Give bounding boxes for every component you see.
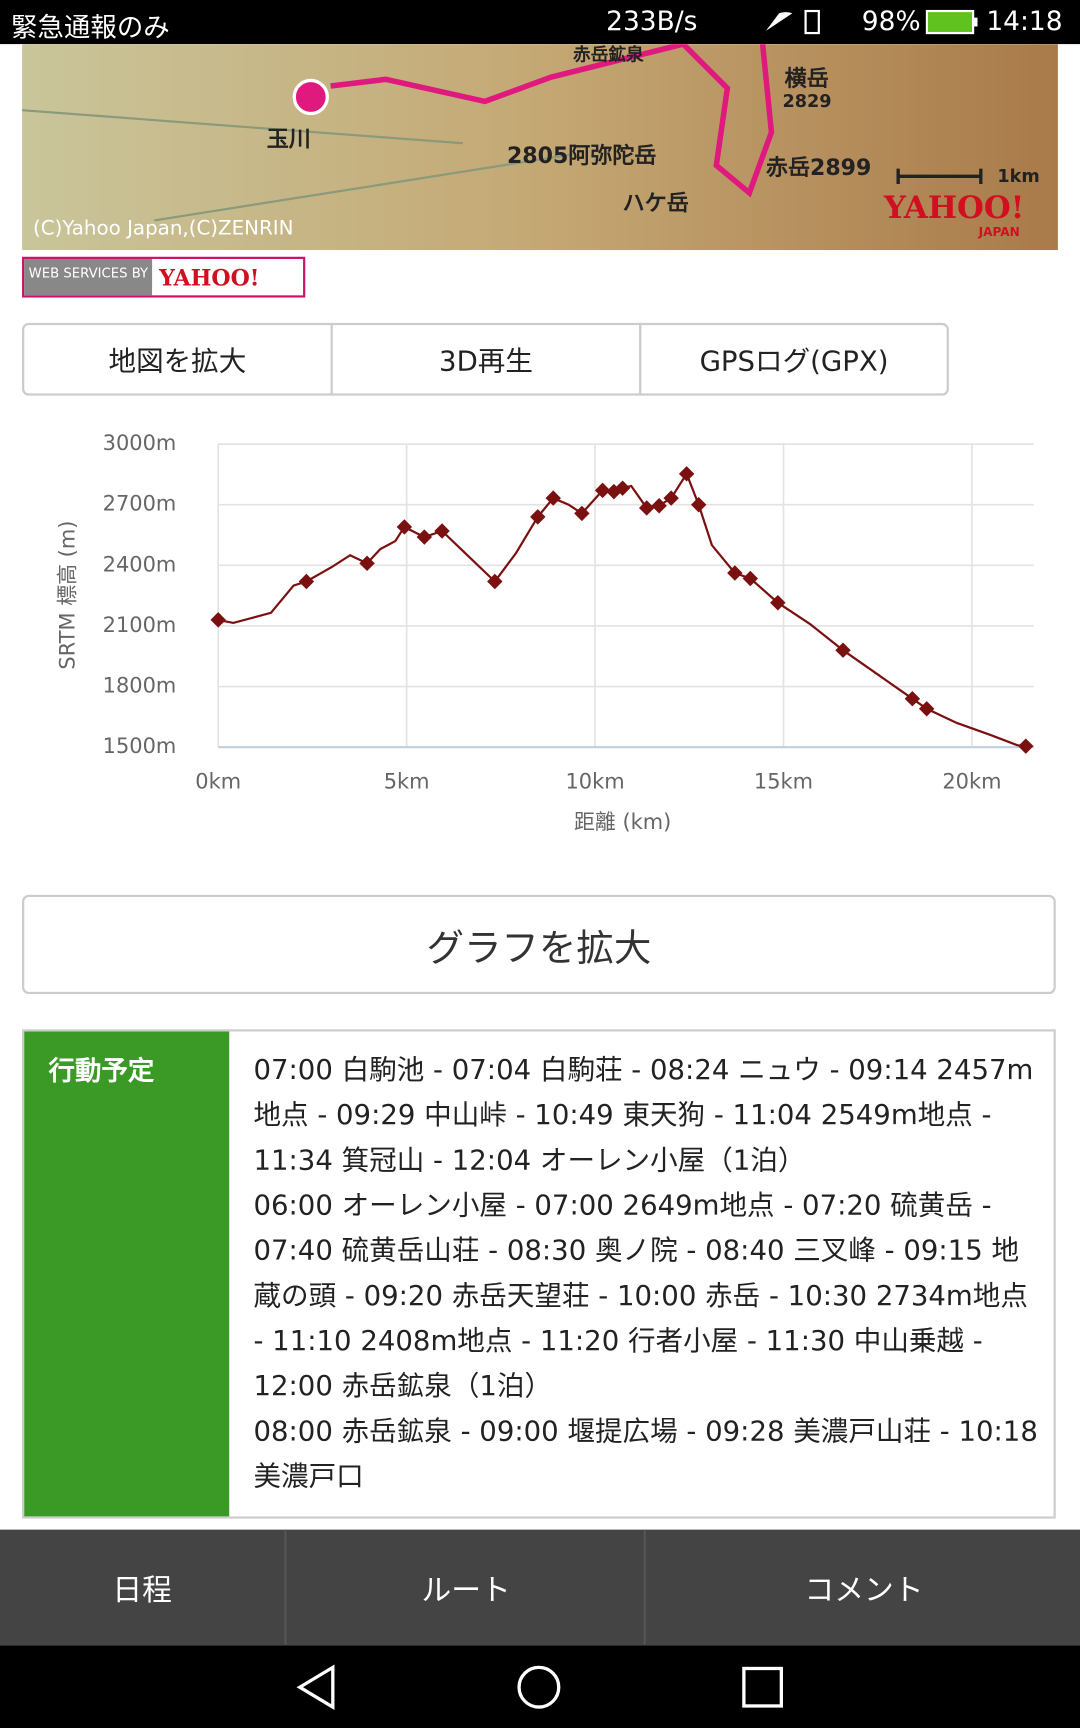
y-axis-label: SRTM 標高 (m)	[55, 521, 79, 670]
y-tick-label: 1500m	[103, 734, 177, 758]
yahoo-badge[interactable]: WEB SERVICES BY YAHOO!	[22, 256, 306, 298]
waypoint-marker	[770, 595, 786, 611]
map-expand-button[interactable]: 地図を拡大	[22, 322, 333, 396]
y-tick-label: 2400m	[103, 552, 177, 576]
waypoint-marker	[918, 701, 935, 717]
map-image	[22, 44, 1058, 251]
waypoint-marker	[663, 490, 679, 506]
waypoint-marker	[487, 573, 503, 590]
back-button[interactable]	[296, 1664, 335, 1710]
map-label: 横岳	[784, 65, 829, 92]
waypoint-marker	[416, 529, 433, 545]
home-button[interactable]	[517, 1665, 561, 1709]
tab-bar: 日程 ルート コメント	[0, 1529, 1080, 1646]
map-logo-sub: JAPAN	[978, 224, 1020, 240]
x-tick-label: 15km	[754, 769, 813, 793]
clock: 14:18	[986, 5, 1063, 37]
status-icons	[765, 9, 820, 35]
schedule-body: 07:00 白駒池 - 07:04 白駒荘 - 08:24 ニュウ - 09:1…	[253, 1047, 1038, 1499]
schedule-day: 06:00 オーレン小屋 - 07:00 2649m地点 - 07:20 硫黄岳…	[253, 1189, 1028, 1402]
map-label: 玉川	[266, 125, 311, 153]
recents-button[interactable]	[742, 1666, 783, 1708]
waypoint-marker	[396, 519, 413, 535]
waypoint-marker	[210, 612, 226, 628]
badge-logo: YAHOO!	[159, 263, 260, 291]
schedule-header: 行動予定	[24, 1031, 230, 1517]
waypoint-marker	[904, 690, 921, 707]
waypoint-marker	[727, 565, 743, 581]
tab[interactable]: ルート	[284, 1529, 645, 1646]
map-label: ハケ岳	[622, 189, 689, 216]
tab[interactable]: 日程	[112, 1573, 172, 1608]
elevation-line	[217, 471, 1026, 748]
map-label: 赤岳鉱泉	[573, 44, 644, 66]
map-logo: YAHOO!	[883, 189, 1025, 226]
y-tick-label: 1800m	[103, 674, 177, 698]
x-axis-label: 距離 (km)	[574, 810, 671, 834]
x-tick-label: 20km	[942, 769, 1001, 793]
waypoint-marker	[651, 498, 667, 514]
y-tick-label: 2100m	[103, 613, 177, 637]
battery-icon	[925, 9, 978, 35]
map-label: 赤岳2899	[765, 154, 872, 181]
tab[interactable]: コメント	[643, 1529, 1080, 1646]
map: 玉川 2805阿弥陀岳 赤岳2899 横岳 2829 ハケ岳 1km 赤岳鉱泉 …	[22, 44, 1058, 251]
map-label: 2805阿弥陀岳	[506, 142, 657, 169]
waypoint-marker	[678, 466, 695, 482]
waypoint-marker	[690, 497, 707, 513]
system-nav	[0, 1645, 1080, 1728]
y-tick-label: 3000m	[103, 431, 177, 455]
waypoint-marker	[298, 573, 315, 590]
map-copyright: (C)Yahoo Japan,(C)ZENRIN	[33, 217, 294, 241]
waypoint-marker	[359, 555, 375, 572]
x-tick-label: 0km	[195, 769, 241, 793]
schedule-day: 08:00 赤岳鉱泉 - 09:00 堰提広場 - 09:28 美濃戸山荘 - …	[253, 1415, 1038, 1493]
map-label: 2829	[782, 90, 832, 112]
battery-level: 98%	[861, 5, 921, 37]
schedule-day: 07:00 白駒池 - 07:04 白駒荘 - 08:24 ニュウ - 09:1…	[253, 1053, 1034, 1176]
waypoint-marker	[614, 480, 631, 496]
waypoint-marker	[638, 500, 655, 516]
net-speed: 233B/s	[606, 5, 698, 37]
y-tick-label: 2700m	[103, 492, 177, 516]
elevation-chart: SRTM 標高 (m) 距離 (km) 1500m 1800m 2100m 2400m…	[55, 431, 1034, 834]
waypoint-marker	[1018, 738, 1034, 754]
map-scale: 1km	[997, 165, 1040, 187]
gpx-button[interactable]: GPSログ(GPX)	[639, 322, 949, 396]
status-bar: 緊急通報のみ 233B/s 98% 14:18	[0, 0, 1080, 45]
x-tick-label: 10km	[565, 769, 624, 793]
x-tick-label: 5km	[384, 769, 430, 793]
badge-text: WEB SERVICES BY	[24, 258, 153, 296]
carrier: 緊急通報のみ	[11, 12, 170, 43]
graph-expand-button[interactable]: グラフを拡大	[22, 894, 1056, 995]
schedule-table: 行動予定 07:00 白駒池 - 07:04 白駒荘 - 08:24 ニュウ -…	[22, 1029, 1056, 1519]
play-3d-button[interactable]: 3D再生	[330, 322, 642, 396]
